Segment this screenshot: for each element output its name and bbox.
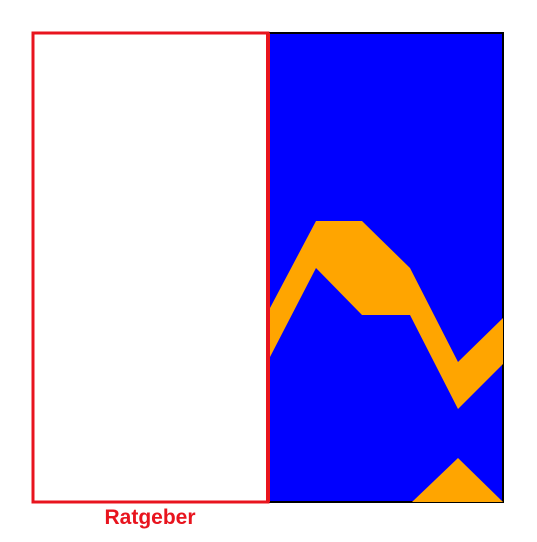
advisor-panel[interactable]: [31, 31, 270, 504]
orange-triangle-shape: [412, 458, 503, 502]
orange-band-shape: [270, 221, 503, 409]
advisor-panel-label: Ratgeber: [104, 506, 196, 529]
